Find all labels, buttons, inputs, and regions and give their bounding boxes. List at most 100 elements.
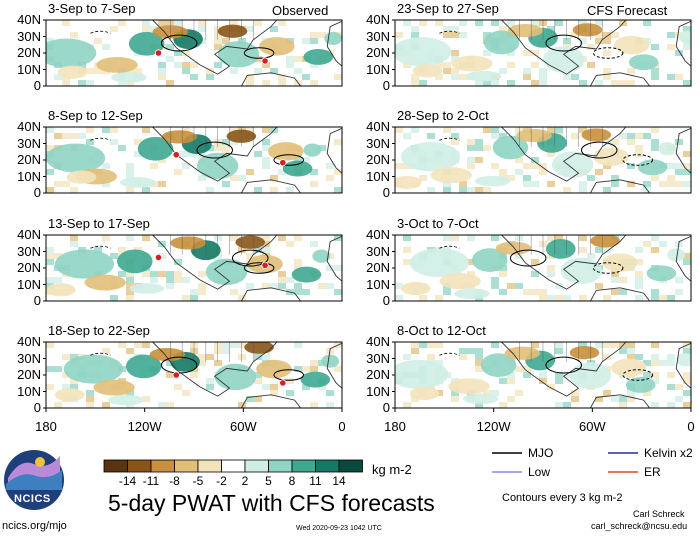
y-tick-label: 0: [382, 185, 390, 200]
y-tick-label: 10N: [17, 168, 41, 184]
colorbar-cell: [174, 459, 199, 473]
colorbar-tick-label: 11: [309, 474, 322, 488]
colorbar-cell: [197, 459, 222, 473]
storm-marker: [261, 261, 269, 269]
colorbar-tick-label: 14: [332, 474, 346, 488]
colorbar-cell: [103, 459, 128, 473]
y-tick-label: 20N: [366, 367, 390, 382]
x-tick-label: 180: [384, 419, 406, 434]
y-tick-label: 0: [33, 185, 41, 200]
y-tick-label: 30N: [17, 135, 41, 151]
colorbar-tick-label: -2: [216, 474, 227, 488]
logo-text: NCICS: [14, 493, 51, 505]
storm-marker: [279, 379, 287, 387]
x-tick-label: 120W: [476, 419, 511, 434]
colorbar-cell: [268, 459, 293, 473]
storm-marker: [154, 253, 163, 262]
colorbar-cell: [244, 459, 269, 473]
panel-7: [392, 234, 692, 302]
y-tick-label: 20N: [17, 367, 41, 382]
panel-1: [43, 19, 343, 87]
x-tick-label: 180: [35, 419, 57, 434]
y-tick-label: 30N: [17, 350, 41, 366]
legend-label: MJO: [528, 446, 554, 460]
y-tick-label: 40N: [366, 119, 390, 134]
storm-marker: [261, 57, 269, 65]
author-email: carl_schreck@ncsu.edu: [591, 521, 688, 531]
timestamp: Wed 2020-09-23 1042 UTC: [296, 525, 382, 532]
y-tick-label: 40N: [17, 334, 41, 349]
panel-title: 8-Sep to 12-Sep: [48, 108, 143, 123]
y-tick-label: 30N: [366, 350, 390, 366]
panel-title: 18-Sep to 22-Sep: [48, 323, 150, 338]
legend-label: Low: [528, 465, 551, 479]
ncics-logo: [4, 450, 64, 510]
forecast-label: CFS Forecast: [587, 3, 668, 18]
y-tick-label: 30N: [366, 135, 390, 151]
observed-label: Observed: [272, 3, 329, 18]
colorbar-cell: [221, 459, 246, 473]
panel-title: 3-Sep to 7-Sep: [48, 1, 136, 16]
y-tick-label: 10N: [17, 383, 41, 399]
y-tick-label: 40N: [17, 12, 41, 27]
colorbar-cell: [127, 459, 152, 473]
source-url: ncics.org/mjo: [2, 520, 67, 532]
colorbar-cell: [291, 459, 316, 473]
y-tick-label: 40N: [366, 12, 390, 27]
colorbar-tick-label: -11: [142, 474, 160, 488]
y-tick-label: 30N: [366, 243, 390, 259]
y-tick-label: 30N: [17, 28, 41, 44]
colorbar-tick-label: 2: [241, 474, 249, 488]
y-tick-label: 40N: [17, 119, 41, 134]
storm-marker: [279, 159, 287, 167]
storm-marker: [172, 371, 180, 379]
storm-marker: [172, 151, 180, 159]
colorbar-cell: [150, 459, 175, 473]
x-tick-label: 0: [687, 419, 695, 434]
colorbar-tick-label: 5: [265, 474, 272, 488]
colorbar-tick-label: -14: [118, 474, 137, 488]
x-tick-label: 120W: [127, 419, 162, 434]
legend: [492, 452, 638, 473]
colorbar-tick-label: -8: [169, 474, 180, 488]
y-tick-label: 10N: [366, 383, 390, 399]
y-tick-label: 40N: [17, 227, 41, 242]
panel-title: 28-Sep to 2-Oct: [397, 108, 489, 123]
y-tick-label: 0: [33, 293, 41, 308]
y-tick-label: 30N: [366, 28, 390, 44]
y-tick-label: 30N: [17, 243, 41, 259]
y-tick-label: 10N: [17, 276, 41, 292]
panel-title: 13-Sep to 17-Sep: [48, 216, 150, 231]
panel-title: 23-Sep to 27-Sep: [397, 1, 499, 16]
y-tick-label: 0: [382, 400, 390, 415]
chart-title: 5-day PWAT with CFS forecasts: [108, 490, 435, 516]
y-tick-label: 0: [33, 78, 41, 93]
y-tick-label: 10N: [366, 168, 390, 184]
panel-title: 8-Oct to 12-Oct: [397, 323, 486, 338]
y-tick-label: 20N: [17, 152, 41, 167]
colorbar-tick-label: 8: [288, 474, 296, 488]
panel-4: [43, 341, 343, 409]
x-tick-label: 0: [338, 419, 346, 434]
contour-note: Contours every 3 kg m-2: [502, 492, 623, 504]
panel-5: [392, 19, 692, 87]
author-name: Carl Schreck: [633, 509, 685, 519]
y-tick-label: 10N: [366, 61, 390, 77]
colorbar-cell: [315, 459, 340, 473]
storm-marker: [154, 49, 163, 57]
y-tick-label: 40N: [366, 334, 390, 349]
y-tick-label: 20N: [17, 45, 41, 60]
units-label: kg m-2: [372, 462, 412, 477]
y-tick-label: 20N: [366, 45, 390, 60]
y-tick-label: 10N: [17, 61, 41, 77]
y-tick-label: 0: [382, 293, 390, 308]
y-tick-label: 20N: [366, 260, 390, 275]
colorbar-cell: [338, 459, 363, 473]
y-tick-label: 20N: [366, 152, 390, 167]
panel-title: 3-Oct to 7-Oct: [397, 216, 479, 231]
legend-label: Kelvin x2: [644, 446, 693, 460]
y-tick-label: 40N: [366, 227, 390, 242]
panel-8: [392, 341, 692, 409]
x-tick-label: 60W: [578, 419, 606, 434]
